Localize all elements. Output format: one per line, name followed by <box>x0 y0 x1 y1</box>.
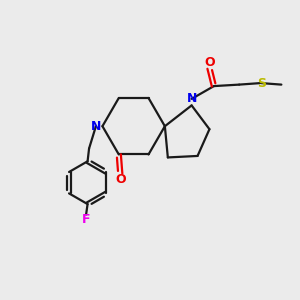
Text: N: N <box>186 92 197 105</box>
Text: N: N <box>91 120 101 133</box>
Text: S: S <box>257 76 266 90</box>
Text: O: O <box>115 172 126 186</box>
Text: O: O <box>204 56 215 69</box>
Text: F: F <box>82 213 90 226</box>
